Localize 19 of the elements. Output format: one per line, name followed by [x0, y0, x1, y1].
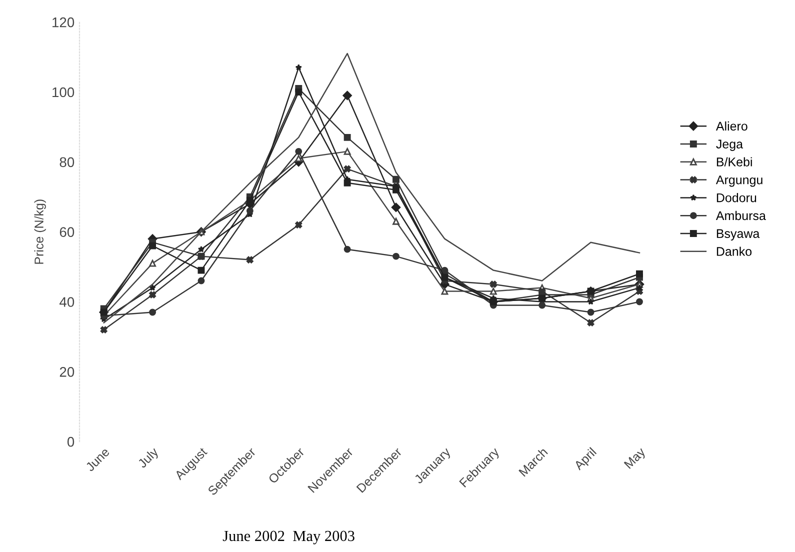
y-tick-label: 40 — [60, 297, 74, 307]
legend-label: Ambursa — [716, 210, 766, 220]
x-axis-title: June 2002 May 2003 — [222, 530, 354, 544]
y-tick-label: 20 — [60, 367, 74, 377]
legend-label: Bsyawa — [716, 229, 760, 240]
y-tick-label: 0 — [67, 436, 74, 447]
y-tick-label: 100 — [52, 87, 74, 98]
legend-label: Dodoru — [716, 193, 756, 202]
legend-label: Argungu — [716, 176, 762, 187]
x-tick-label: May — [624, 446, 648, 471]
x-tick-label: July — [136, 446, 161, 470]
y-tick-label: 120 — [52, 17, 74, 28]
legend-label: B/Kebi — [716, 157, 752, 166]
y-tick-label: 80 — [60, 157, 74, 168]
y-axis-title: Price (N/kg) — [34, 200, 46, 264]
y-tick-label: 60 — [60, 227, 74, 238]
legend-label: Danko — [716, 246, 752, 256]
legend-label: Jega — [716, 140, 744, 151]
legend-label: Aliero — [716, 121, 748, 131]
